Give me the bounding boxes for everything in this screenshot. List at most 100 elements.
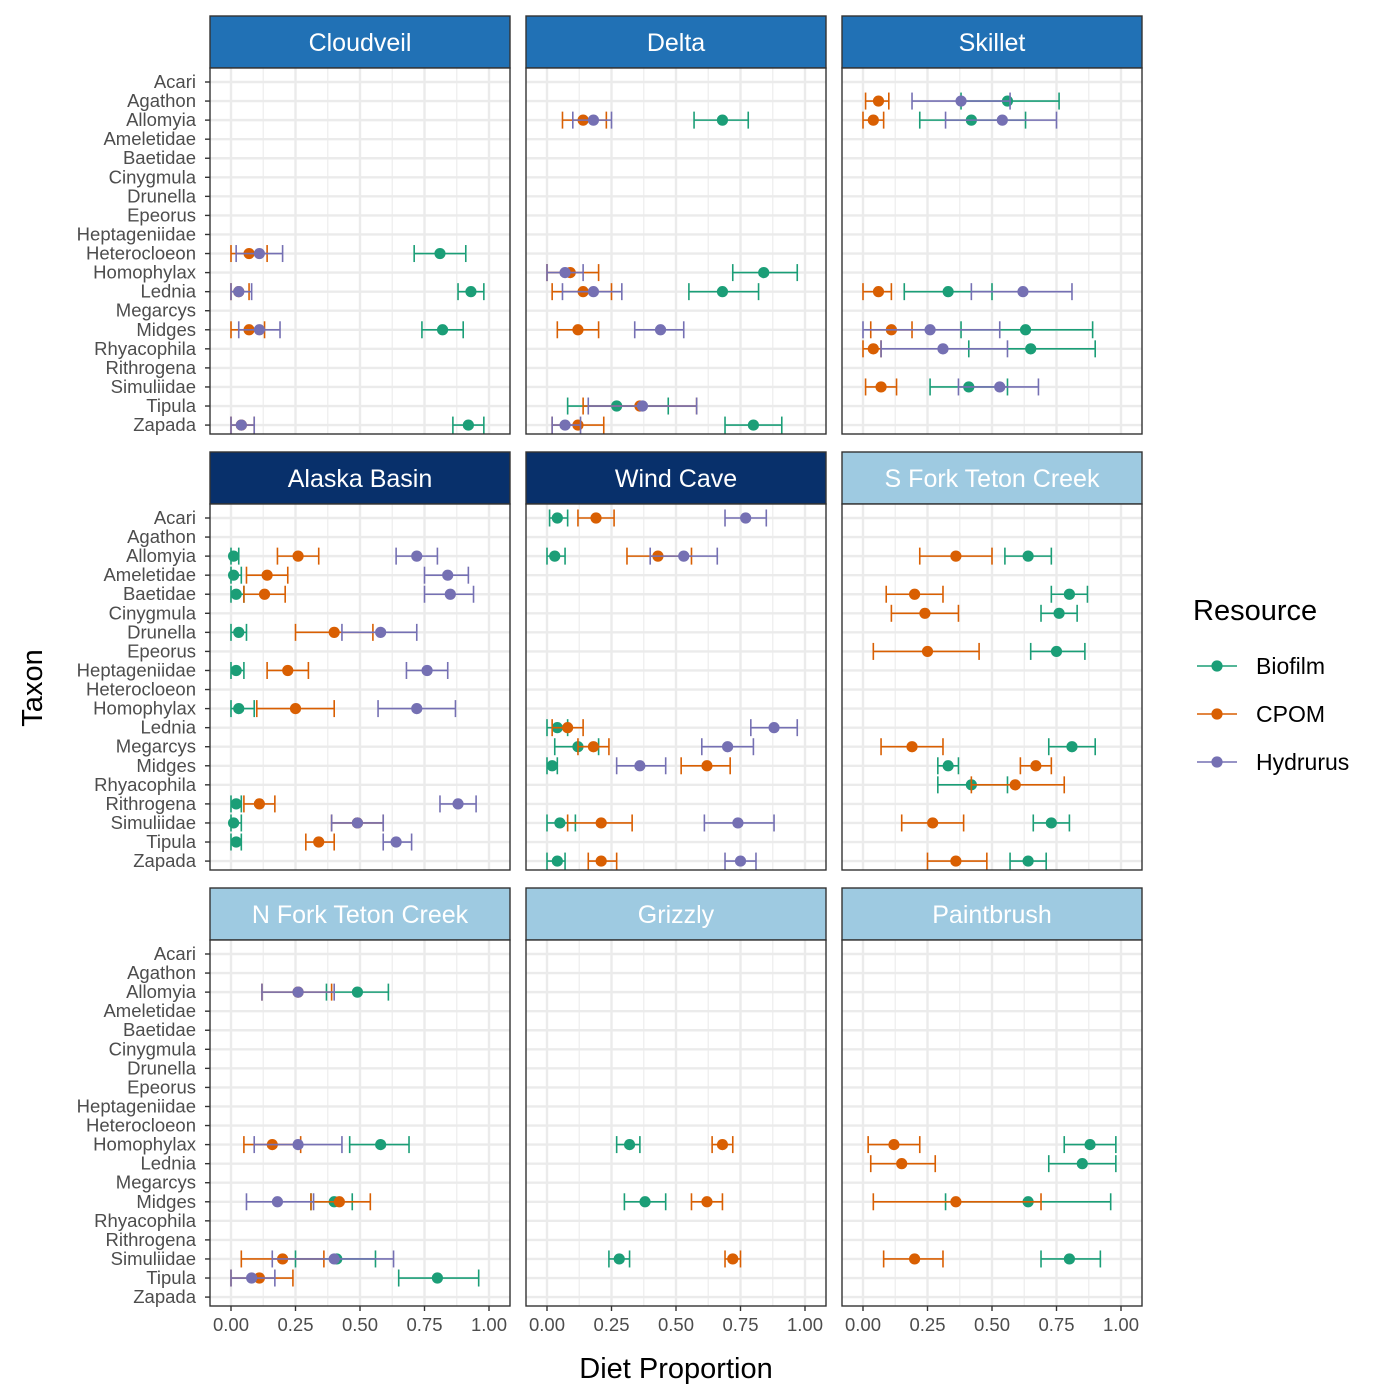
mean-point — [634, 760, 646, 772]
y-tick-label: Homophylax — [93, 698, 197, 719]
y-tick-label: Simuliidae — [111, 1248, 196, 1269]
y-tick-label: Heptageniidae — [77, 223, 196, 244]
errorbar-zapada-cpom — [926, 852, 988, 870]
errorbar-heterocloeon-hydrurus — [235, 245, 284, 263]
errorbar-zapada-hydrurus — [724, 852, 757, 870]
panel-grid: Cloudveil Delta Skillet Alaska Basin Wind Ca… — [209, 15, 1143, 1307]
errorbar-lednia-biofilm — [1047, 1155, 1117, 1173]
mean-point — [253, 798, 265, 810]
mean-point — [434, 247, 446, 260]
mean-point — [235, 419, 247, 431]
mean-point — [994, 381, 1006, 393]
panel-border — [841, 503, 1143, 871]
mean-point — [623, 1139, 636, 1151]
errorbar-midges-cpom — [872, 1193, 1042, 1211]
mean-point — [230, 664, 242, 677]
errorbar-midges-hydrurus — [245, 1193, 315, 1211]
errorbar-lednia-hydrurus — [750, 719, 799, 737]
errorbar-ameletidae-cpom — [245, 566, 289, 584]
mean-point — [411, 550, 423, 562]
errorbar-midges-cpom — [556, 321, 600, 339]
errorbar-allomyia-hydrurus — [649, 547, 719, 565]
strip-label: Skillet — [959, 29, 1026, 57]
errorbar-heterocloeon-biofilm — [413, 245, 467, 263]
errorbar-cinygmula-cpom — [890, 604, 960, 622]
mean-point — [639, 1196, 651, 1208]
y-tick-label: Baetidae — [123, 1019, 196, 1040]
mean-point — [559, 267, 571, 279]
mean-point — [875, 381, 887, 393]
errorbar-simuliidae-cpom — [566, 814, 633, 832]
errorbar-zapada-hydrurus — [551, 416, 582, 434]
errorbar-allomyia-biofilm — [693, 111, 750, 129]
x-tick-label: 0.00 — [845, 1314, 881, 1335]
mean-point — [872, 286, 885, 298]
errorbar-acari-hydrurus — [724, 509, 768, 527]
y-tick-label: Ameletidae — [103, 128, 196, 149]
x-tick-label: 0.00 — [213, 1314, 249, 1335]
mean-point — [927, 817, 939, 829]
y-tick-label: Zapada — [133, 414, 196, 435]
y-tick-label: Homophylax — [93, 1134, 197, 1155]
mean-point — [613, 1253, 625, 1265]
errorbar-baetidae-cpom — [885, 585, 944, 603]
mean-point — [1017, 286, 1029, 298]
mean-point — [716, 1139, 729, 1151]
errorbar-homophylax-biofilm — [1063, 1136, 1117, 1154]
mean-point — [942, 760, 954, 772]
panel-skillet: Skillet — [841, 15, 1143, 435]
y-tick-label: Heterocloeon — [86, 679, 196, 700]
errorbar-agathon-cpom — [864, 92, 890, 110]
x-tick-label: 1.00 — [471, 1314, 507, 1335]
errorbar-midges-biofilm — [623, 1193, 667, 1211]
mean-point — [333, 1196, 345, 1208]
y-tick-label: Ameletidae — [103, 1000, 196, 1021]
y-tick-label: Epeorus — [127, 640, 196, 661]
mean-point — [950, 855, 962, 867]
mean-point — [747, 419, 760, 431]
y-tick-label: Rithrogena — [105, 357, 196, 378]
errorbar-acari-cpom — [577, 509, 615, 527]
mean-point — [867, 114, 879, 126]
errorbar-megarcys-cpom — [577, 738, 610, 756]
strip-background — [841, 15, 1143, 69]
mean-point — [587, 114, 600, 126]
mean-point — [233, 286, 245, 298]
strip-background — [209, 15, 511, 69]
errorbar-homophylax-cpom — [255, 700, 336, 718]
errorbar-homophylax-hydrurus — [253, 1136, 343, 1154]
legend-items: Biofilm CPOM Hydrurus — [1197, 653, 1349, 775]
errorbar-rithrogena-biofilm — [230, 795, 243, 813]
errorbar-homophylax-biofilm — [348, 1136, 410, 1154]
panel-delta: Delta — [525, 15, 827, 435]
y-tick-label: Cinygmula — [109, 1038, 197, 1059]
mean-point — [1022, 855, 1034, 867]
mean-point — [996, 114, 1008, 126]
panel-border — [525, 503, 827, 871]
mean-point — [758, 267, 770, 279]
mean-point — [411, 703, 423, 715]
y-tick-label: Allomyia — [126, 981, 197, 1002]
mean-point — [551, 512, 563, 524]
mean-point — [442, 569, 454, 581]
mean-point — [562, 722, 574, 734]
errorbar-allomyia-biofilm — [1004, 547, 1053, 565]
y-tick-label: Zapada — [133, 1286, 196, 1307]
errorbar-agathon-hydrurus — [911, 92, 1011, 110]
mean-point — [282, 664, 294, 677]
mean-point — [390, 836, 402, 848]
errorbar-allomyia-hydrurus — [261, 983, 336, 1001]
mean-point — [230, 798, 242, 810]
errorbar-zapada-cpom — [587, 852, 618, 870]
mean-point — [375, 1139, 387, 1151]
mean-point — [462, 419, 474, 431]
mean-point — [351, 986, 364, 998]
y-tick-label: Agathon — [127, 526, 196, 547]
mean-point — [909, 588, 921, 600]
strip-label: N Fork Teton Creek — [252, 901, 469, 929]
mean-point — [1076, 1158, 1088, 1170]
strip-background — [209, 451, 511, 505]
mean-point — [436, 324, 449, 336]
panel-cloudveil: Cloudveil — [209, 15, 511, 435]
